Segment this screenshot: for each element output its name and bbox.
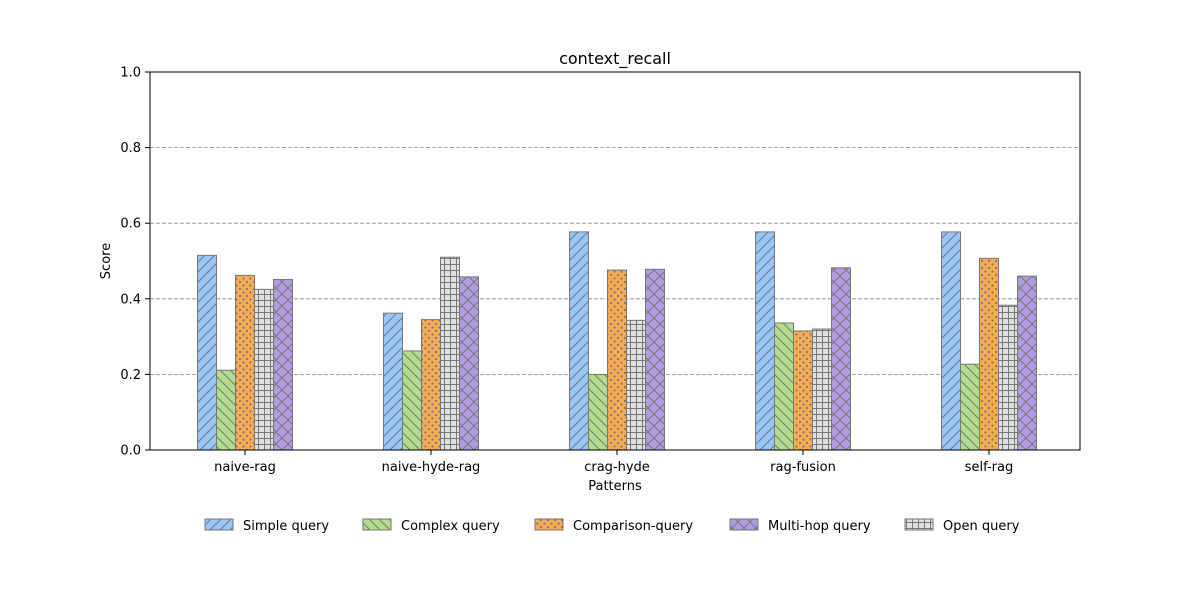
bar-hatch — [421, 319, 441, 451]
bar-hatch — [440, 256, 460, 451]
bar-hatch — [607, 269, 627, 451]
bar-hatch — [793, 330, 813, 451]
x-tick-label: self-rag — [965, 460, 1014, 475]
legend-swatch-hatch — [729, 518, 759, 531]
bar-hatch — [979, 257, 999, 451]
bar-hatch — [755, 231, 775, 451]
bar-hatch — [588, 373, 608, 451]
plot-area-frame — [149, 71, 1081, 451]
legend-label: Multi-hop query — [768, 519, 871, 534]
legend-label: Complex query — [401, 519, 500, 534]
y-tick-label: 0.8 — [120, 141, 141, 156]
y-tick-label: 0.2 — [120, 368, 141, 383]
y-axis-label: Score — [99, 243, 114, 279]
bar-hatch — [216, 369, 236, 451]
y-tick-label: 0.0 — [120, 444, 141, 459]
y-tick-label: 0.4 — [120, 292, 141, 307]
bar-hatch — [459, 276, 479, 451]
bar-hatch — [273, 279, 293, 451]
bar-hatch — [998, 304, 1018, 451]
legend-swatch-hatch — [204, 518, 234, 531]
y-tick-label: 0.6 — [120, 217, 141, 232]
bar-hatch — [941, 231, 961, 451]
x-axis-label: Patterns — [588, 479, 642, 494]
x-tick-label: rag-fusion — [770, 460, 836, 475]
x-axis: naive-rag naive-hyde-rag crag-hyde rag-fusi… — [214, 450, 1013, 475]
bar-hatch — [626, 319, 646, 451]
legend: Simple query Complex query Comparison-quer… — [204, 518, 1020, 534]
x-tick-label: naive-hyde-rag — [382, 460, 481, 475]
legend-label: Comparison-query — [573, 519, 693, 534]
legend-swatch-hatch — [362, 518, 392, 531]
bar-hatch — [960, 363, 980, 451]
x-tick-label: crag-hyde — [584, 460, 650, 475]
bar-hatch — [235, 274, 255, 451]
y-tick-label: 1.0 — [120, 66, 141, 81]
x-tick-label: naive-rag — [214, 460, 276, 475]
legend-swatch-hatch — [534, 518, 564, 531]
bar-hatch — [831, 267, 851, 451]
legend-label: Simple query — [243, 519, 329, 534]
bar-hatch — [569, 231, 589, 451]
y-axis: 0.0 0.2 0.4 0.6 0.8 1.0 — [120, 66, 150, 459]
bar-hatch — [402, 350, 422, 451]
bar-hatch — [197, 254, 217, 451]
bar-hatch — [645, 268, 665, 451]
bars — [197, 231, 1037, 451]
bar-hatch — [812, 328, 832, 451]
bar-hatch — [383, 312, 403, 451]
bar-hatch — [1017, 275, 1037, 451]
bar-hatch — [774, 322, 794, 451]
legend-swatch-hatch — [904, 518, 934, 531]
bar-hatch — [254, 288, 274, 451]
chart-title: context_recall — [559, 49, 671, 69]
legend-label: Open query — [943, 519, 1020, 534]
